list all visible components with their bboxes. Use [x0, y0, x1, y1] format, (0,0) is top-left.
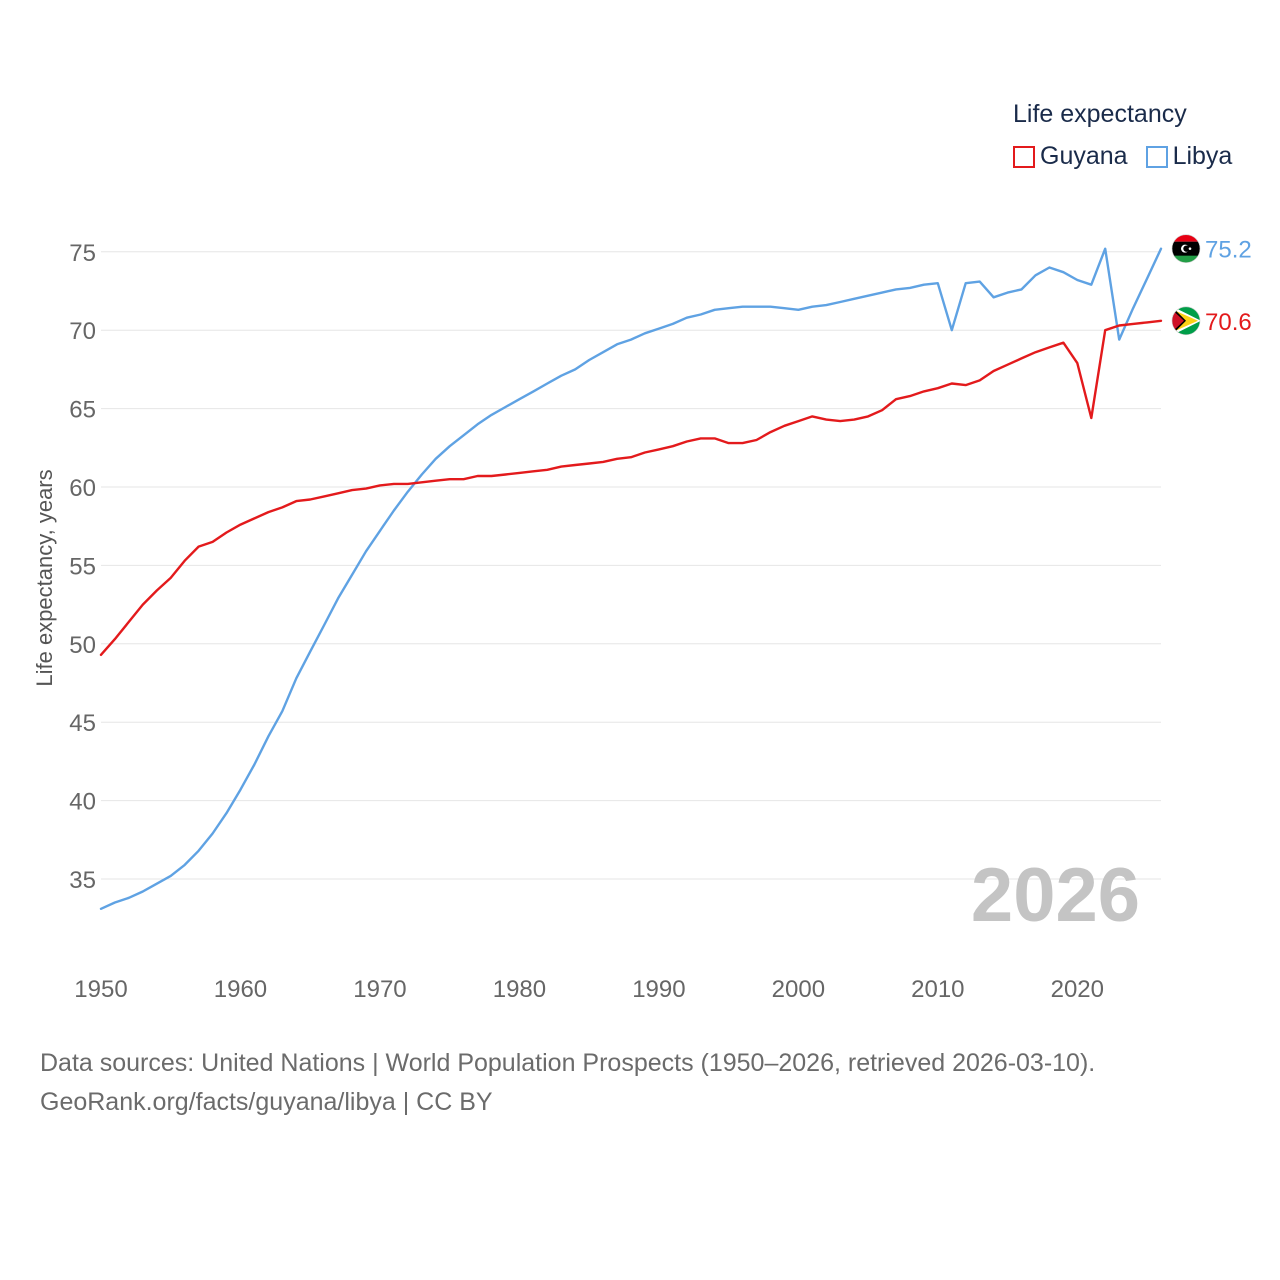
x-tick-label: 1970 — [353, 976, 406, 1003]
x-tick-label: 1990 — [632, 976, 685, 1003]
legend-item-libya[interactable]: Libya — [1145, 142, 1233, 171]
x-tick-label: 2000 — [772, 976, 825, 1003]
y-tick-label: 45 — [69, 710, 96, 737]
x-tick-label: 1960 — [214, 976, 267, 1003]
legend-item-guyana[interactable]: Guyana — [1013, 142, 1128, 171]
series-lines — [99, 247, 1163, 910]
y-axis-label: Life expectancy, years — [32, 469, 57, 686]
footer: Data sources: United Nations | World Pop… — [40, 1044, 1095, 1122]
footer-sources: Data sources: United Nations | World Pop… — [40, 1049, 1096, 1077]
y-tick-label: 65 — [69, 397, 96, 424]
x-axis-ticks: 1950 1960 1970 1980 1990 2000 2010 2020 — [74, 976, 1104, 1003]
legend-swatch-guyana — [1013, 145, 1035, 168]
y-axis-ticks: 35 40 45 50 55 60 65 70 75 — [69, 240, 96, 894]
series-line-guyana — [99, 319, 1163, 656]
end-markers: 70.6 75.2 — [1171, 234, 1252, 336]
y-tick-label: 40 — [69, 789, 96, 816]
gridlines — [101, 251, 1161, 880]
legend-label-libya: Libya — [1172, 142, 1233, 170]
x-tick-label: 1980 — [493, 976, 546, 1003]
x-tick-label: 1950 — [74, 976, 127, 1003]
footer-url: GeoRank.org/facts/guyana/libya | CC BY — [40, 1088, 493, 1116]
end-label-guyana: 70.6 — [1205, 309, 1252, 336]
legend: Guyana Libya — [1013, 142, 1250, 171]
y-tick-label: 75 — [69, 240, 96, 267]
legend-title: Life expectancy — [1013, 100, 1187, 128]
guyana-flag-icon — [1171, 306, 1201, 336]
legend-swatch-libya — [1145, 145, 1168, 168]
x-tick-label: 2020 — [1051, 976, 1104, 1003]
end-label-libya: 75.2 — [1205, 237, 1252, 264]
y-tick-label: 70 — [69, 318, 96, 345]
current-year-label: 2026 — [971, 853, 1140, 938]
y-tick-label: 60 — [69, 475, 96, 502]
legend-label-guyana: Guyana — [1040, 142, 1128, 170]
y-tick-label: 55 — [69, 553, 96, 580]
y-tick-label: 50 — [69, 632, 96, 659]
series-line-libya — [99, 247, 1163, 910]
y-tick-label: 35 — [69, 867, 96, 894]
x-tick-label: 2010 — [911, 976, 964, 1003]
libya-flag-icon — [1171, 234, 1201, 263]
